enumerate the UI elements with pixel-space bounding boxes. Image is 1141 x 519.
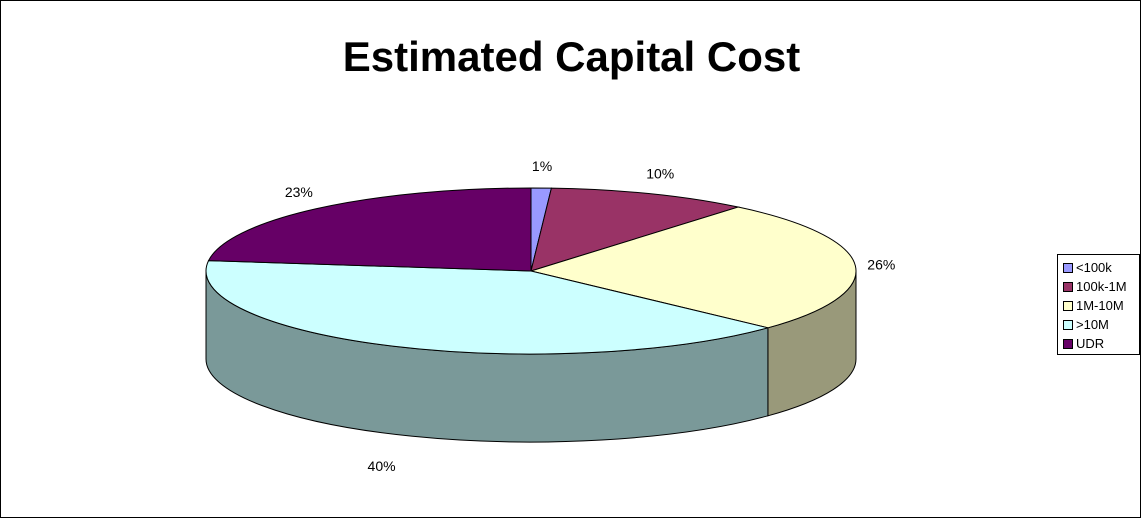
legend-swatch — [1063, 300, 1073, 311]
data-label: 1% — [532, 158, 552, 174]
legend-swatch — [1063, 281, 1073, 292]
data-label: 26% — [867, 256, 895, 272]
pie-slice — [205, 260, 769, 355]
data-label: 10% — [646, 165, 674, 181]
legend-label: UDR — [1076, 336, 1105, 351]
legend-item: >10M — [1058, 315, 1139, 334]
legend-label: <100k — [1076, 260, 1112, 275]
legend-swatch — [1063, 338, 1073, 349]
legend-label: >10M — [1076, 317, 1109, 332]
chart-title: Estimated Capital Cost — [342, 33, 801, 80]
legend-item: 100k-1M — [1058, 277, 1139, 296]
pie-slice — [529, 206, 857, 329]
legend-item: UDR — [1058, 334, 1139, 353]
pie-slice — [530, 187, 741, 272]
legend-label: 100k-1M — [1076, 279, 1127, 294]
legend-label: 1M-10M — [1076, 298, 1124, 313]
pie-slice — [207, 187, 532, 272]
data-label: 40% — [368, 458, 396, 474]
data-label: 23% — [285, 184, 313, 200]
legend-swatch — [1063, 319, 1073, 330]
legend-swatch — [1063, 262, 1073, 273]
legend: <100k 100k-1M 1M-10M >10M UDR — [1057, 254, 1140, 355]
legend-item: 1M-10M — [1058, 296, 1139, 315]
legend-item: <100k — [1058, 258, 1139, 277]
